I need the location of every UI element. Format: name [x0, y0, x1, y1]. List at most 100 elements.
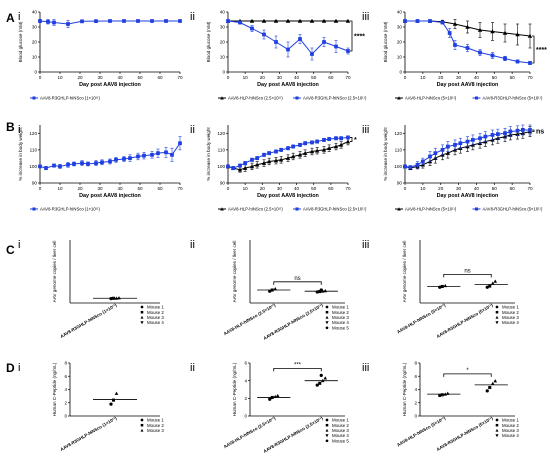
b-ii-series-1-point: [327, 137, 332, 141]
a-i-series-0-point: [46, 19, 50, 24]
b-i-series-0-point: [136, 154, 140, 159]
b-ii-legend-entry: AAV8-R3GHLP-hINSco (2.5×10¹¹): [303, 207, 367, 212]
b-ii-y-tick-label: 90: [220, 181, 226, 186]
b-i-legend-entry: AAV8-R3GHLP-hINSco (1×10¹¹): [40, 207, 100, 212]
a-iii-series-1-point: [503, 56, 507, 61]
a-iii-x-tick-label: 70: [527, 75, 533, 80]
a-iii-series-1-point: [428, 19, 432, 23]
a-i-x-tick-label: 10: [57, 75, 63, 80]
a-iii-x-axis-label: Day post AAV8 injection: [437, 82, 499, 88]
b-ii-series-1-point: [346, 135, 350, 140]
d-iii-group-0-point: [438, 393, 442, 398]
a-iii-y-tick-label: 30: [397, 25, 403, 30]
d-iii-legend-marker: [495, 423, 499, 427]
b-ii-x-tick-label: 60: [328, 186, 334, 191]
b-ii-series-1-point: [310, 140, 314, 145]
a-iii-series-1-point: [453, 43, 457, 47]
a-iii-y-tick-label: 20: [397, 40, 403, 45]
b-ii-x-tick-label: 30: [277, 186, 283, 191]
b-ii-series-0-point: [273, 158, 279, 163]
a-iii-series-1-point: [415, 19, 420, 23]
b-iii-series-1-point: [483, 134, 488, 139]
d-i-y-tick-label: 0: [64, 414, 67, 419]
b-i-panel-label: i: [18, 124, 20, 136]
d-ii-significance-bracket: [273, 367, 322, 372]
a-iii-y-tick-label: 10: [397, 55, 403, 60]
b-iii-x-tick-label: 50: [492, 186, 498, 191]
b-iii-x-tick-label: 10: [420, 186, 426, 191]
c-ii-panel-label: ii: [190, 239, 195, 251]
a-i-series-0-point: [164, 19, 168, 23]
b-i-series-0-point: [156, 151, 160, 156]
c-iii-legend-entry: Mouse 2: [502, 310, 519, 315]
c-iii-legend-marker: [495, 310, 499, 314]
a-ii-y-tick-label: 10: [220, 55, 226, 60]
b-i-x-tick-label: 60: [157, 186, 163, 191]
a-i-x-tick-label: 60: [157, 75, 163, 80]
a-ii-series-1-point: [250, 26, 254, 31]
b-iii-series-1-point: [528, 128, 532, 132]
c-i-legend-marker: [140, 305, 144, 309]
a-i-legend-swatch-marker: [32, 96, 36, 100]
a-iii-x-tick-label: 50: [492, 75, 498, 80]
a-ii-series-0-point: [249, 18, 255, 23]
b-i-series-0-point: [72, 162, 76, 166]
c-iii-legend-entry: Mouse 3: [502, 315, 519, 320]
a-i-series-0-point: [122, 19, 126, 23]
d-ii-group-1-point: [315, 383, 319, 387]
b-ii-series-0-point: [285, 155, 291, 160]
a-i-x-tick-label: 50: [137, 75, 143, 80]
b-ii-series-0-point: [314, 148, 320, 153]
c-iii-legend-marker: [495, 321, 499, 325]
b-ii-x-tick-label: 10: [243, 186, 249, 191]
b-ii-y-tick-label: 120: [217, 131, 225, 136]
b-i-x-tick-label: 40: [117, 186, 123, 191]
a-iii-significance-label: ****: [536, 47, 547, 54]
b-ii-legend-swatch-marker: [295, 207, 299, 211]
d-iii-y-axis-label: Human C-Peptide (ng/mL): [402, 362, 407, 416]
b-ii-series-0-point: [290, 154, 296, 159]
c-ii-group-0-point: [273, 287, 278, 291]
a-ii-significance-label: ****: [354, 34, 365, 41]
d-ii-group-1-point: [319, 373, 323, 377]
c-iii-group-1-point: [493, 279, 498, 283]
d-iii-group-1-point: [485, 389, 489, 393]
a-i-x-tick-label: 20: [77, 75, 83, 80]
c-iii-group-1-point: [488, 284, 492, 288]
b-iii-series-1-point: [478, 136, 482, 141]
b-ii-series-0-point: [302, 150, 308, 155]
a-iii-series-1-line: [405, 20, 531, 64]
b-i-series-0-point: [170, 152, 174, 157]
a-ii-y-tick-label: 40: [220, 10, 226, 15]
a-ii-series-0-point: [309, 18, 315, 23]
d-ii-y-tick-label: 0: [244, 414, 247, 419]
b-i-series-0-point: [142, 153, 146, 158]
d-ii-legend-entry: Mouse 3: [332, 428, 349, 433]
a-i-x-tick-label: 40: [117, 75, 123, 80]
a-i-series-0-point: [66, 22, 70, 26]
d-iii-y-tick-label: 4: [414, 387, 417, 392]
b-i-series-0-point: [114, 157, 118, 162]
b-ii-x-tick-label: 20: [260, 186, 266, 191]
b-iii-series-1-point: [440, 147, 445, 152]
a-i-series-0-point: [136, 19, 140, 23]
b-ii-series-1-point: [262, 152, 266, 157]
a-iii-series-1-point: [528, 61, 532, 65]
c-ii-legend-marker: [325, 321, 329, 325]
a-ii-series-1-point: [322, 40, 326, 44]
c-ii-legend-entry: Mouse 3: [332, 315, 349, 320]
b-i-y-tick-label: 120: [29, 131, 37, 136]
b-ii-series-1-point: [274, 149, 278, 154]
b-iii-series-1-point: [470, 138, 475, 142]
b-iii-y-tick-label: 90: [397, 181, 403, 186]
a-ii-x-axis-label: Day post AAV8 injection: [257, 82, 319, 88]
b-iii-x-tick-label: 30: [456, 186, 462, 191]
c-ii-legend-entry: Mouse 5: [332, 325, 349, 330]
c-iii-significance-label: ns: [464, 268, 470, 274]
d-iii-y-tick-label: 2: [414, 400, 417, 405]
a-ii-legend-swatch-marker: [220, 96, 224, 100]
a-iii-series-0-point: [465, 24, 470, 29]
a-iii-legend-swatch-marker: [397, 96, 401, 100]
a-ii-series-1-point: [346, 49, 350, 53]
